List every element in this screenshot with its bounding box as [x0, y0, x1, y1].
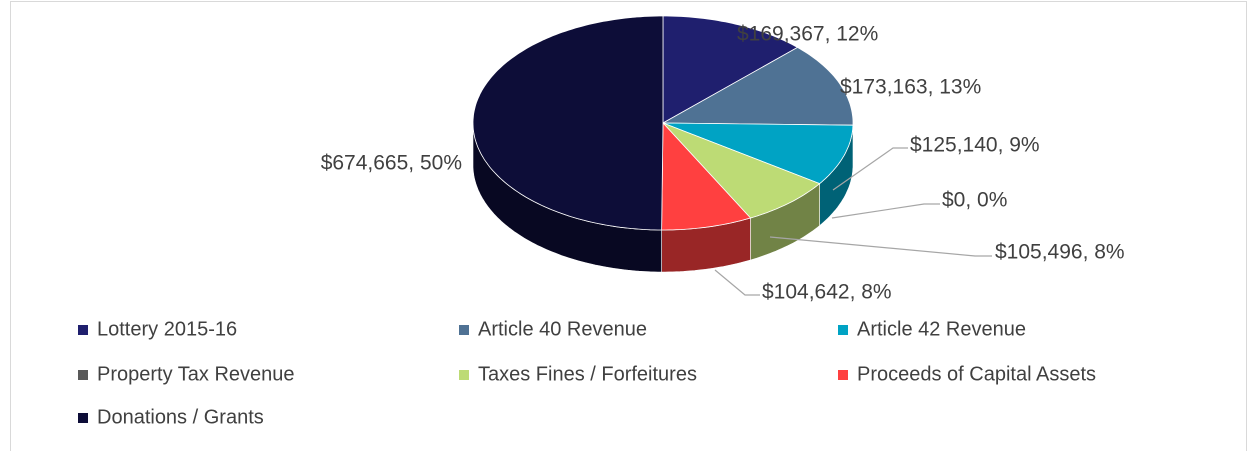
leader-line — [769, 236, 992, 257]
data-label: $104,642, 8% — [762, 281, 892, 304]
data-label: $674,665, 50% — [321, 152, 462, 175]
legend-swatch — [459, 370, 469, 380]
legend-label: Proceeds of Capital Assets — [857, 363, 1096, 385]
slice — [662, 122, 854, 185]
legend-label: Donations / Grants — [97, 406, 264, 428]
data-label: $173,163, 13% — [840, 76, 981, 99]
leader-line — [831, 203, 940, 219]
legend-swatch — [78, 325, 88, 335]
data-label: $0, 0% — [942, 189, 1007, 212]
slice — [662, 15, 799, 124]
data-label: $169,367, 12% — [737, 23, 878, 46]
leader-line — [714, 269, 760, 296]
legend-label: Taxes Fines / Forfeitures — [478, 363, 697, 385]
legend-label: Article 42 Revenue — [857, 318, 1026, 340]
slice — [662, 122, 821, 219]
slice — [661, 121, 752, 231]
legend-swatch — [78, 370, 88, 380]
legend-label: Article 40 Revenue — [478, 318, 647, 340]
slice — [472, 15, 664, 231]
legend-swatch — [459, 325, 469, 335]
legend-label: Lottery 2015-16 — [97, 318, 237, 340]
legend-swatch — [838, 370, 848, 380]
data-label: $125,140, 9% — [910, 134, 1040, 157]
leader-line — [832, 147, 908, 191]
legend-swatch — [838, 325, 848, 335]
legend-label: Property Tax Revenue — [97, 363, 295, 385]
slice — [661, 46, 854, 126]
legend-swatch — [78, 413, 88, 423]
data-label: $105,496, 8% — [995, 241, 1125, 264]
